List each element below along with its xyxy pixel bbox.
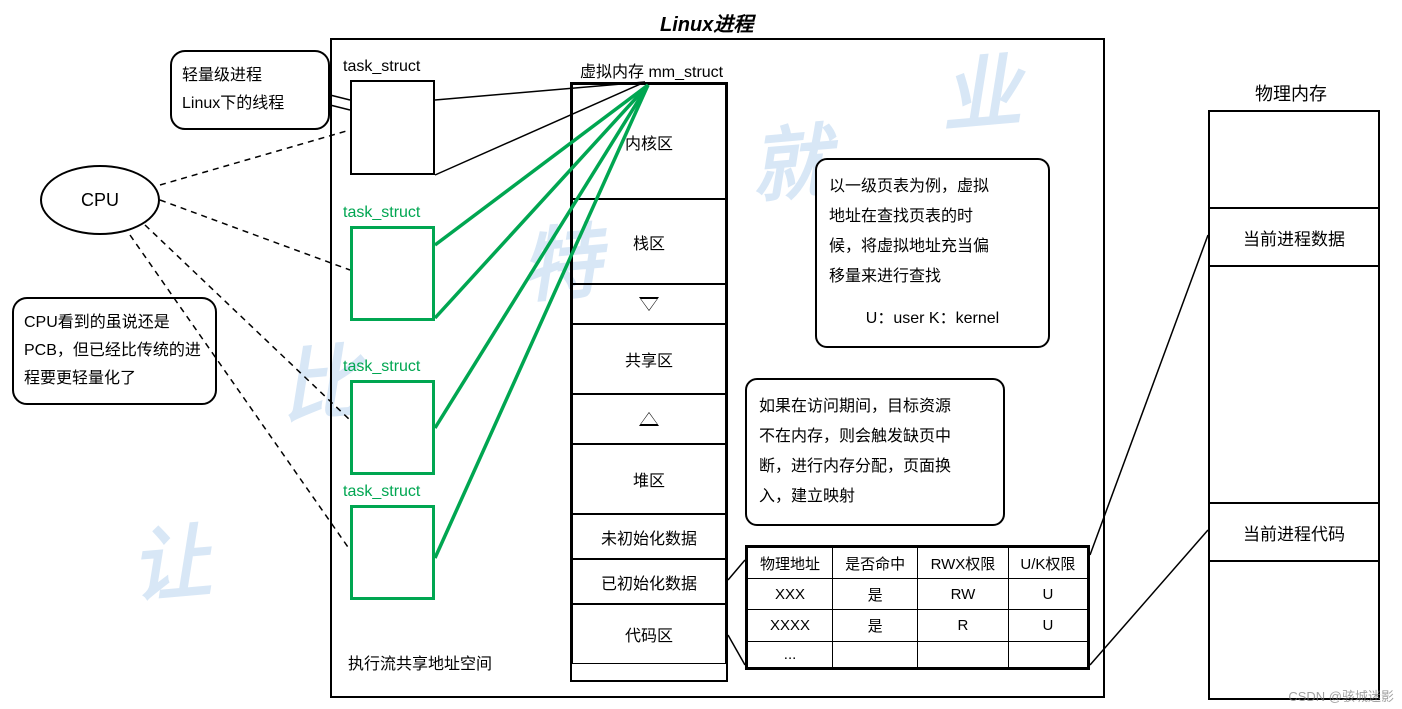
pt-h2: RWX权限 <box>918 548 1009 579</box>
pt-r2c1 <box>833 641 918 667</box>
task-box-black <box>350 80 435 175</box>
phys-data-seg: 当前进程数据 <box>1210 207 1378 267</box>
pt-r2c3 <box>1008 641 1087 667</box>
csdn-watermark: CSDN @骇城迷影 <box>1288 686 1394 705</box>
note-pt-l2: 地址在查找页表的时 <box>829 202 1036 232</box>
mm-heap: 堆区 <box>572 444 726 514</box>
mm-stack-arrow <box>572 284 726 324</box>
pt-r0c1: 是 <box>833 579 918 610</box>
note-pf-l4: 入，建立映射 <box>759 482 991 512</box>
mm-stack-label: 栈区 <box>633 230 665 254</box>
note-pf-l2: 不在内存，则会触发缺页中 <box>759 422 991 452</box>
mm-shared: 共享区 <box>572 324 726 394</box>
diagram-title: Linux进程 <box>660 8 753 37</box>
arrow-up-icon <box>639 412 659 426</box>
pt-h3: U/K权限 <box>1008 548 1087 579</box>
pt-row0: XXX 是 RW U <box>748 579 1088 610</box>
bubble-lwp-line2: Linux下的线程 <box>182 90 318 118</box>
pt-r0c0: XXX <box>748 579 833 610</box>
note-pt-l5: U：user K：kernel <box>829 304 1036 334</box>
pt-r2c2 <box>918 641 1009 667</box>
note-pagefault: 如果在访问期间，目标资源 不在内存，则会触发缺页中 断，进行内存分配，页面换 入… <box>745 378 1005 526</box>
phys-mem-title: 物理内存 <box>1255 80 1327 106</box>
mm-kernel: 内核区 <box>572 84 726 199</box>
task-box-green3 <box>350 505 435 600</box>
cpu-node: CPU <box>40 165 160 235</box>
task-label-green2: task_struct <box>343 358 420 376</box>
bubble-pcb-text: CPU看到的虽说还是PCB，但已经比传统的进程要更轻量化了 <box>24 314 201 387</box>
mm-code: 代码区 <box>572 604 726 664</box>
pt-r2c0: ... <box>748 641 833 667</box>
task-label-black: task_struct <box>343 58 420 76</box>
task-label-green1: task_struct <box>343 204 420 222</box>
note-pt-l4: 移量来进行查找 <box>829 262 1036 292</box>
pt-r1c1: 是 <box>833 610 918 641</box>
pt-r0c2: RW <box>918 579 1009 610</box>
mm-header: 虚拟内存 mm_struct <box>580 58 723 82</box>
pt-r1c0: XXXX <box>748 610 833 641</box>
note-pt-l3: 候，将虚拟地址充当偏 <box>829 232 1036 262</box>
pt-r1c3: U <box>1008 610 1087 641</box>
diagram-root: 比 特 就 业 让 Linux进程 CPU 轻量级进程 Linux下的线程 CP… <box>0 0 1402 709</box>
cpu-label: CPU <box>81 190 119 211</box>
pt-row2: ... <box>748 641 1088 667</box>
note-pf-l3: 断，进行内存分配，页面换 <box>759 452 991 482</box>
bubble-pcb: CPU看到的虽说还是PCB，但已经比传统的进程要更轻量化了 <box>12 297 217 405</box>
mm-data: 已初始化数据 <box>572 559 726 604</box>
mm-struct-box: 内核区 栈区 共享区 堆区 未初始化数据 已初始化数据 代码区 <box>570 82 728 682</box>
phys-mem-box: 当前进程数据 当前进程代码 <box>1208 110 1380 700</box>
pt-h1: 是否命中 <box>833 548 918 579</box>
note-pagetable: 以一级页表为例，虚拟 地址在查找页表的时 候，将虚拟地址充当偏 移量来进行查找 … <box>815 158 1050 348</box>
mm-stack: 栈区 <box>572 199 726 284</box>
mm-bss: 未初始化数据 <box>572 514 726 559</box>
pt-r0c3: U <box>1008 579 1087 610</box>
bubble-lwp-line1: 轻量级进程 <box>182 62 318 90</box>
task-box-green1 <box>350 226 435 321</box>
phys-code-seg: 当前进程代码 <box>1210 502 1378 562</box>
pt-row1: XXXX 是 R U <box>748 610 1088 641</box>
arrow-down-icon <box>639 297 659 311</box>
watermark-5: 让 <box>125 497 215 620</box>
exec-flow-label: 执行流共享地址空间 <box>348 650 492 674</box>
mm-heap-arrow <box>572 394 726 444</box>
pt-header-row: 物理地址 是否命中 RWX权限 U/K权限 <box>748 548 1088 579</box>
note-pt-l1: 以一级页表为例，虚拟 <box>829 172 1036 202</box>
pt-r1c2: R <box>918 610 1009 641</box>
task-box-green2 <box>350 380 435 475</box>
task-label-green3: task_struct <box>343 483 420 501</box>
page-table: 物理地址 是否命中 RWX权限 U/K权限 XXX 是 RW U XXXX 是 … <box>745 545 1090 670</box>
bubble-lwp: 轻量级进程 Linux下的线程 <box>170 50 330 130</box>
note-pf-l1: 如果在访问期间，目标资源 <box>759 392 991 422</box>
pt-h0: 物理地址 <box>748 548 833 579</box>
